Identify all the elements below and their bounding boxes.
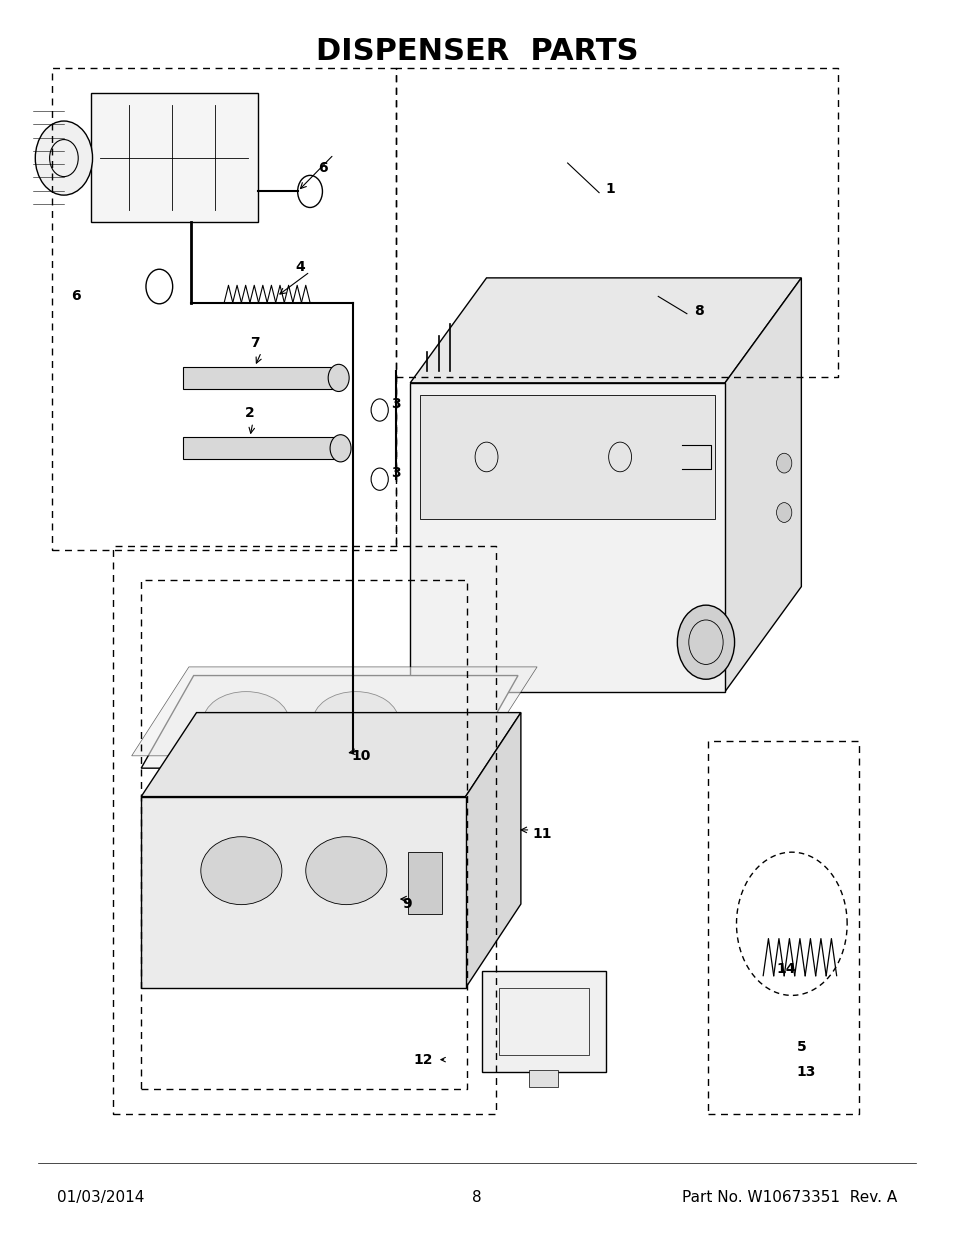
Polygon shape — [141, 676, 517, 768]
Circle shape — [677, 605, 734, 679]
Bar — [183, 367, 334, 389]
Text: 8: 8 — [472, 1191, 481, 1205]
Polygon shape — [465, 713, 520, 988]
Ellipse shape — [313, 692, 398, 751]
Text: 12: 12 — [414, 1052, 433, 1067]
Bar — [410, 383, 724, 692]
Bar — [408, 852, 441, 914]
Text: 5: 5 — [796, 1040, 805, 1055]
Text: 3: 3 — [391, 396, 400, 411]
Bar — [141, 797, 465, 988]
Text: 2: 2 — [245, 406, 254, 420]
Circle shape — [776, 453, 791, 473]
Polygon shape — [141, 713, 520, 797]
Circle shape — [776, 503, 791, 522]
Ellipse shape — [305, 837, 387, 904]
Text: 01/03/2014: 01/03/2014 — [57, 1191, 145, 1205]
Circle shape — [328, 364, 349, 391]
Bar — [419, 395, 715, 519]
Text: 4: 4 — [295, 261, 305, 274]
Text: 13: 13 — [796, 1065, 815, 1079]
Text: 3: 3 — [391, 466, 400, 480]
Text: 11: 11 — [532, 826, 551, 841]
Ellipse shape — [203, 692, 289, 751]
Text: 8: 8 — [694, 304, 703, 319]
Polygon shape — [132, 667, 537, 756]
Polygon shape — [91, 93, 257, 222]
Text: 1: 1 — [605, 182, 615, 196]
Circle shape — [330, 435, 351, 462]
Text: DISPENSER  PARTS: DISPENSER PARTS — [315, 37, 638, 67]
Text: 14: 14 — [776, 962, 795, 977]
Polygon shape — [724, 278, 801, 692]
Text: 7: 7 — [250, 336, 259, 350]
Bar — [529, 1070, 558, 1087]
Ellipse shape — [200, 837, 282, 904]
Circle shape — [35, 121, 92, 195]
Text: 6: 6 — [71, 289, 81, 304]
Polygon shape — [410, 278, 801, 383]
Text: 9: 9 — [402, 897, 412, 911]
Text: 10: 10 — [351, 748, 370, 763]
Bar — [498, 988, 588, 1055]
Text: Part No. W10673351  Rev. A: Part No. W10673351 Rev. A — [680, 1191, 896, 1205]
Text: 6: 6 — [318, 162, 328, 175]
Bar — [183, 437, 335, 459]
Bar — [481, 971, 605, 1072]
